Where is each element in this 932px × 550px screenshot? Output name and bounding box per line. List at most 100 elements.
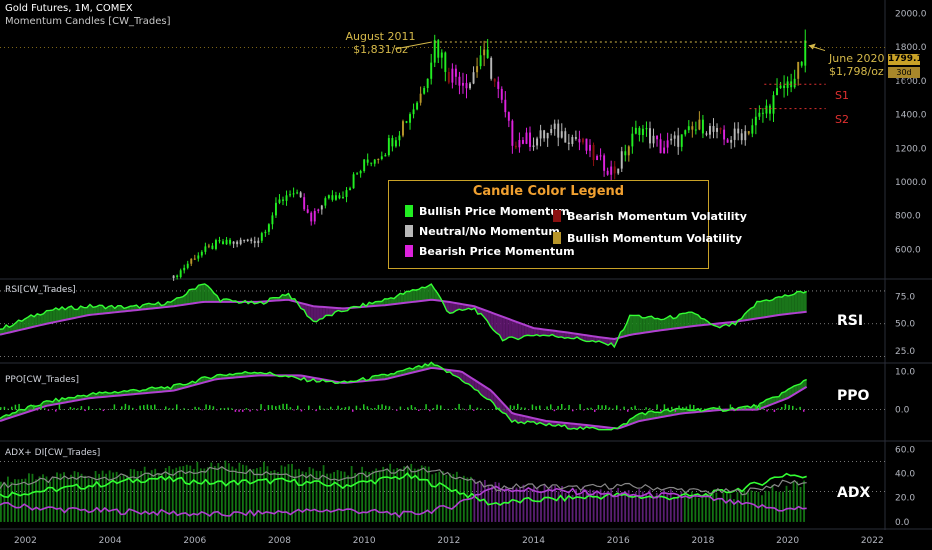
oscillator-fill — [400, 293, 404, 304]
adx-big-label: ADX — [837, 485, 871, 501]
adx-histogram-bar — [343, 471, 346, 522]
ppo-histogram-bar — [700, 407, 702, 410]
adx-histogram-bar — [413, 468, 416, 522]
candle-body — [370, 162, 373, 164]
candle-body — [634, 127, 637, 134]
oscillator-fill — [645, 316, 649, 333]
ppo-histogram-bar — [175, 404, 178, 410]
adx-histogram-bar — [694, 493, 697, 522]
adx-histogram-bar — [329, 473, 332, 522]
adx-histogram-bar — [564, 493, 567, 522]
adx-histogram-bar — [729, 494, 732, 522]
support-s1-label: S1 — [835, 89, 849, 102]
adx-histogram-bar — [476, 481, 479, 522]
candle-body — [599, 155, 602, 157]
ppo-histogram-bar — [480, 408, 482, 410]
oscillator-fill — [663, 317, 668, 330]
adx-histogram-bar — [424, 466, 427, 522]
legend-label: Bearish Price Momentum — [419, 245, 575, 258]
candle-body — [402, 121, 404, 136]
ppo-histogram-bar — [337, 405, 339, 410]
ppo-histogram-bar — [197, 407, 200, 410]
oscillator-fill — [636, 413, 640, 423]
ppo-histogram-bar — [307, 405, 310, 410]
ppo-histogram-bar — [670, 406, 673, 410]
candle-body — [694, 129, 697, 131]
oscillator-fill — [778, 392, 782, 402]
candle-body — [416, 102, 419, 110]
candle-body — [229, 239, 232, 244]
adx-histogram-bar — [49, 481, 51, 522]
ppo-histogram-bar — [212, 406, 215, 410]
ppo-histogram-bar — [131, 407, 134, 410]
ppo-histogram-bar — [417, 409, 420, 411]
candle-body — [253, 241, 256, 244]
candle-body — [624, 151, 627, 156]
ppo-histogram-bar — [293, 409, 295, 411]
ppo-histogram-bar — [780, 407, 783, 410]
ppo-histogram-bar — [557, 405, 559, 410]
oscillator-fill — [195, 285, 199, 304]
adx-panel — [0, 460, 885, 522]
adx-histogram-bar — [326, 473, 328, 522]
legend-item-neutral: Neutral/No Momentum — [405, 225, 560, 238]
price-candles — [172, 29, 807, 281]
candle-body — [536, 138, 539, 146]
candle-body — [320, 205, 323, 210]
oscillator-fill — [632, 315, 637, 335]
candle-body — [670, 138, 673, 141]
oscillator-fill — [589, 335, 593, 342]
x-tick-label: 2002 — [14, 536, 37, 546]
oscillator-fill — [750, 306, 754, 320]
oscillator-fill — [74, 309, 78, 318]
oscillator-fill — [564, 332, 568, 339]
adx-panel-label: ADX+ DI[CW_Trades] — [5, 448, 101, 458]
candle-body — [313, 210, 316, 222]
adx-histogram-bar — [648, 489, 651, 522]
candle-body — [359, 170, 362, 174]
ppo-histogram-bar — [788, 405, 790, 410]
oscillator-fill — [784, 294, 789, 315]
oscillator-fill — [189, 289, 193, 304]
oscillator-fill — [462, 304, 466, 311]
candle-body — [257, 240, 260, 244]
ppo-histogram-bar — [245, 408, 248, 410]
legend-label: Neutral/No Momentum — [419, 225, 560, 238]
oscillator-fill — [117, 305, 121, 312]
adx-histogram-bar — [754, 491, 756, 522]
ppo-histogram-bar — [326, 408, 328, 410]
ppo-histogram-bar — [0, 407, 2, 410]
oscillator-fill — [446, 301, 450, 314]
oscillator-fill — [198, 284, 202, 303]
oscillator-fill — [654, 318, 658, 332]
adx-histogram-bar — [554, 485, 556, 522]
ppo-histogram-bar — [619, 409, 622, 411]
x-tick-label: 2020 — [776, 536, 799, 546]
ppo-histogram-bar — [278, 405, 281, 410]
ppo-histogram-bar — [102, 409, 105, 412]
oscillator-fill — [421, 287, 426, 301]
oscillator-fill — [176, 297, 180, 306]
adx-histogram-bar — [3, 482, 6, 522]
ppo-histogram-bar — [703, 408, 706, 410]
adx-histogram-bar — [641, 491, 644, 522]
adx-histogram-bar — [480, 481, 483, 522]
oscillator-fill — [781, 294, 785, 315]
ppo-histogram-bar — [802, 409, 805, 412]
ppo-histogram-bar — [373, 407, 376, 410]
signal-line — [0, 298, 807, 340]
adx-histogram-bar — [42, 474, 44, 522]
oscillator-fill — [691, 312, 695, 327]
adx-histogram-bar — [771, 484, 774, 522]
rsi-panel — [0, 283, 885, 357]
adx-histogram-bar — [578, 492, 581, 522]
oscillator-fill — [629, 315, 633, 335]
oscillator-fill — [766, 299, 770, 317]
oscillator-fill — [757, 301, 761, 319]
adx-tick-label: 40.0 — [895, 469, 915, 479]
ppo-histogram-bar — [615, 405, 618, 410]
ppo-histogram-bar — [744, 406, 746, 410]
oscillator-fill — [493, 313, 497, 333]
adx-tick-label: 20.0 — [895, 494, 915, 504]
adx-histogram-bar — [7, 476, 9, 522]
